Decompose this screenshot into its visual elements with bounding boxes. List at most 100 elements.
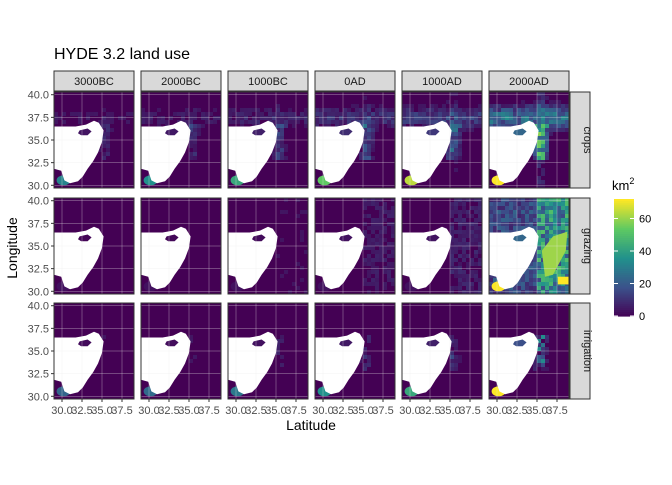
raster-cell	[315, 124, 319, 128]
raster-cell	[363, 222, 367, 226]
raster-cell	[450, 266, 454, 270]
colorbar-segment	[614, 232, 634, 235]
raster-cell	[209, 120, 213, 124]
raster-cell	[561, 270, 565, 274]
raster-cell	[541, 184, 545, 188]
raster-cell	[454, 168, 458, 172]
raster-cell	[454, 92, 458, 96]
raster-cell	[367, 202, 371, 206]
raster-cell	[497, 198, 501, 202]
raster-cell	[517, 290, 521, 294]
panel-crops-2000BC	[140, 91, 222, 189]
panel-irrigation-3000BC	[53, 302, 135, 400]
raster-cell	[450, 359, 454, 363]
legend-colorbar	[614, 199, 634, 317]
raster-cell	[549, 278, 553, 282]
raster-cell	[391, 108, 395, 112]
raster-cell	[458, 266, 462, 270]
raster-cell	[454, 258, 458, 262]
raster-cell	[541, 152, 545, 156]
colorbar-segment	[614, 214, 634, 218]
raster-cell	[454, 112, 458, 116]
raster-cell	[505, 206, 509, 210]
raster-cell	[300, 278, 304, 282]
raster-cell	[379, 254, 383, 258]
raster-cell	[371, 246, 375, 250]
raster-cell	[276, 343, 280, 347]
raster-cell	[549, 290, 553, 294]
raster-cell	[525, 116, 529, 120]
raster-cell	[367, 226, 371, 230]
raster-cell	[537, 140, 541, 144]
panel-border	[140, 91, 222, 189]
raster-cell	[565, 206, 569, 210]
x-tick-label: 32.5	[71, 405, 92, 417]
raster-cell	[371, 278, 375, 282]
raster-cell	[193, 148, 197, 152]
raster-cell	[268, 116, 272, 120]
raster-cell	[525, 206, 529, 210]
raster-cell	[367, 108, 371, 112]
raster-cell	[343, 112, 347, 116]
raster-cell	[351, 112, 355, 116]
panel-border	[488, 91, 570, 189]
raster-cell	[521, 210, 525, 214]
cyprus	[426, 339, 440, 347]
raster-cell	[474, 242, 478, 246]
raster-cell	[470, 282, 474, 286]
raster-cell	[185, 108, 189, 112]
raster-cell	[367, 242, 371, 246]
raster-cell	[391, 266, 395, 270]
raster-cell	[276, 120, 280, 124]
raster-cell	[537, 218, 541, 222]
raster-cell	[244, 116, 248, 120]
raster-cell	[367, 140, 371, 144]
raster-cell	[478, 286, 482, 290]
cyprus	[165, 234, 179, 242]
sea-area	[402, 120, 452, 184]
x-tick-label: 37.5	[111, 405, 132, 417]
raster-cell	[462, 120, 466, 124]
raster-cell	[213, 108, 217, 112]
raster-cell	[525, 282, 529, 286]
raster-cell	[533, 274, 537, 278]
raster-cell	[541, 214, 545, 218]
raster-cell	[454, 266, 458, 270]
legend-tick-label: 60	[639, 214, 651, 226]
raster-cell	[201, 124, 205, 128]
raster-cell	[458, 234, 462, 238]
raster-cell	[517, 286, 521, 290]
raster-cell	[458, 214, 462, 218]
raster-cell	[359, 152, 363, 156]
raster-cell	[466, 246, 470, 250]
raster-cell	[355, 116, 359, 120]
raster-cell	[541, 234, 545, 238]
raster-cell	[466, 286, 470, 290]
raster-cell	[545, 351, 549, 355]
raster-cell	[106, 136, 110, 140]
raster-cell	[280, 144, 284, 148]
raster-cell	[557, 100, 561, 104]
raster-cell	[379, 230, 383, 234]
raster-cell	[102, 335, 106, 339]
raster-cell	[367, 258, 371, 262]
raster-cell	[406, 112, 410, 116]
colorbar-segment	[614, 280, 634, 284]
raster-cell	[489, 108, 493, 112]
raster-cell	[505, 124, 509, 128]
raster-cell	[272, 156, 276, 160]
y-axes: 40.0 37.5 35.0 32.5 30.0 40.0 37.5 35.0 32.5 30.0…	[28, 90, 54, 403]
raster-cell	[450, 214, 454, 218]
raster-cell	[478, 258, 482, 262]
raster-cell	[391, 254, 395, 258]
raster-cell	[533, 206, 537, 210]
raster-cell	[466, 234, 470, 238]
raster-cell	[375, 258, 379, 262]
raster-cell	[450, 132, 454, 136]
colorbar-segment	[614, 308, 634, 311]
raster-cell	[54, 112, 58, 116]
raster-cell	[236, 120, 240, 124]
raster-cell	[533, 359, 537, 363]
raster-cell	[505, 108, 509, 112]
